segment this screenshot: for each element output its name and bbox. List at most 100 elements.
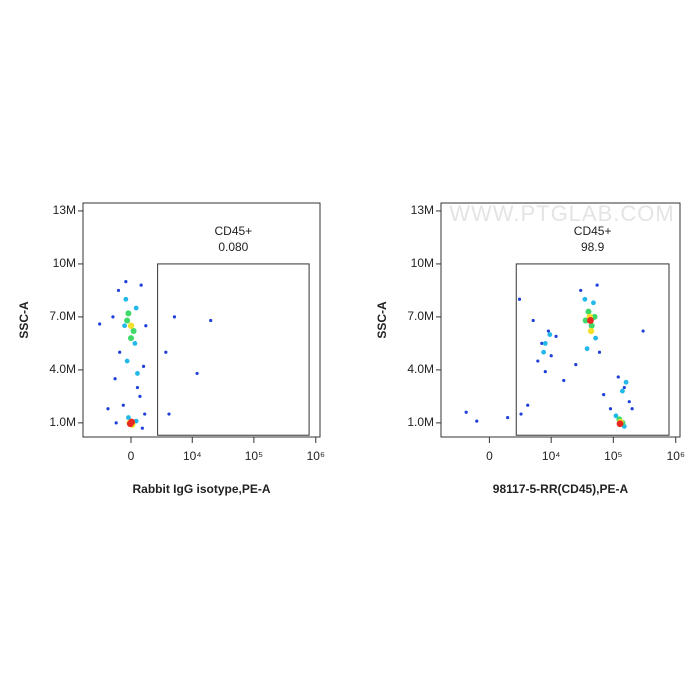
x-tick-label: 10⁶: [307, 449, 325, 463]
event-dot: [584, 346, 590, 352]
event-dot: [608, 407, 613, 411]
y-tick-label: 1.0M: [407, 415, 434, 429]
gate-percent: 0.080: [218, 240, 248, 254]
y-tick-label: 10M: [411, 256, 434, 270]
event-dot: [164, 350, 168, 354]
event-dot: [582, 296, 588, 302]
plot-frame: [440, 202, 681, 438]
watermark: WWW.PTGLAB.COM: [449, 201, 674, 226]
events: [464, 283, 645, 429]
event-dot: [127, 322, 135, 329]
y-tick-label: 13M: [411, 203, 434, 217]
x-tick-label: 0: [128, 449, 135, 463]
event-dot: [126, 415, 131, 420]
event-dot: [135, 385, 140, 390]
event-dot: [630, 407, 634, 411]
event-dot: [531, 318, 535, 323]
event-dot: [543, 370, 547, 374]
event-dot: [464, 410, 468, 414]
y-axis-label: SSC-A: [17, 301, 31, 339]
event-dot: [143, 412, 147, 416]
y-tick-label: 13M: [53, 203, 76, 217]
event-dot: [616, 375, 620, 379]
event-dot: [582, 317, 589, 324]
event-dot: [167, 412, 171, 416]
y-axis-label: SSC-A: [375, 301, 389, 339]
x-tick-label: 10⁵: [245, 449, 263, 463]
event-dot: [593, 335, 599, 341]
event-dot: [195, 371, 199, 376]
event-dot: [585, 308, 592, 315]
event-dot: [209, 318, 213, 323]
event-dot: [135, 371, 140, 376]
event-dot: [122, 323, 127, 329]
event-dot: [172, 315, 177, 319]
event-dot: [546, 329, 550, 333]
event-dot: [116, 288, 121, 293]
event-dot: [130, 328, 137, 335]
event-dot: [475, 419, 479, 423]
gate: [157, 263, 310, 436]
event-dot: [574, 362, 578, 367]
x-axis-label: 98117-5-RR(CD45),PE-A: [493, 482, 629, 496]
y-tick-label: 4.0M: [49, 362, 76, 376]
x-axis-label: Rabbit IgG isotype,PE-A: [132, 482, 270, 496]
event-dot: [98, 322, 102, 326]
x-tick-label: 10⁵: [604, 449, 622, 463]
event-dot: [541, 349, 547, 355]
event-dot: [536, 359, 540, 363]
event-dot: [128, 335, 135, 342]
event-dot: [132, 341, 138, 346]
y-tick-label: 7.0M: [49, 309, 76, 323]
event-dot: [128, 418, 136, 426]
event-dot: [139, 283, 143, 287]
event-dot: [579, 288, 583, 293]
event-dot: [111, 315, 115, 319]
gate-name: CD45+: [574, 224, 612, 238]
event-dot: [124, 358, 130, 364]
event-dot: [519, 412, 523, 416]
gate: [515, 263, 670, 436]
event-dot: [140, 426, 144, 430]
event-dot: [123, 296, 129, 302]
event-dot: [587, 327, 595, 335]
events: [98, 279, 213, 430]
event-dot: [623, 379, 629, 385]
y-tick-label: 4.0M: [407, 362, 434, 376]
x-tick-label: 10⁴: [183, 449, 202, 463]
event-dot: [613, 413, 619, 419]
event-dot: [133, 305, 139, 311]
event-dot: [554, 334, 558, 338]
event-dot: [113, 377, 117, 381]
x-tick-label: 10⁶: [667, 449, 685, 463]
event-dot: [114, 421, 118, 425]
x-tick-label: 10⁴: [542, 449, 561, 463]
event-dot: [124, 317, 131, 324]
event-dot: [549, 354, 553, 358]
gate-name: CD45+: [215, 224, 253, 238]
event-dot: [124, 279, 128, 284]
event-dot: [526, 403, 530, 407]
event-dot: [602, 393, 606, 397]
event-dot: [141, 364, 146, 368]
event-dot: [622, 385, 626, 390]
event-dot: [641, 329, 645, 333]
x-tick-label: 0: [486, 449, 493, 463]
event-dot: [517, 297, 522, 301]
event-dot: [125, 310, 132, 317]
event-dot: [506, 415, 510, 420]
event-dot: [588, 322, 595, 329]
event-dot: [118, 350, 122, 354]
event-dot: [591, 300, 596, 306]
event-dot: [620, 388, 625, 394]
event-dot: [597, 350, 602, 354]
event-dot: [106, 407, 110, 411]
event-dot: [562, 378, 566, 383]
event-dot: [627, 400, 631, 404]
y-tick-label: 10M: [53, 256, 76, 270]
plot-frame: [82, 202, 321, 438]
event-dot: [542, 341, 548, 346]
y-tick-label: 1.0M: [49, 415, 76, 429]
